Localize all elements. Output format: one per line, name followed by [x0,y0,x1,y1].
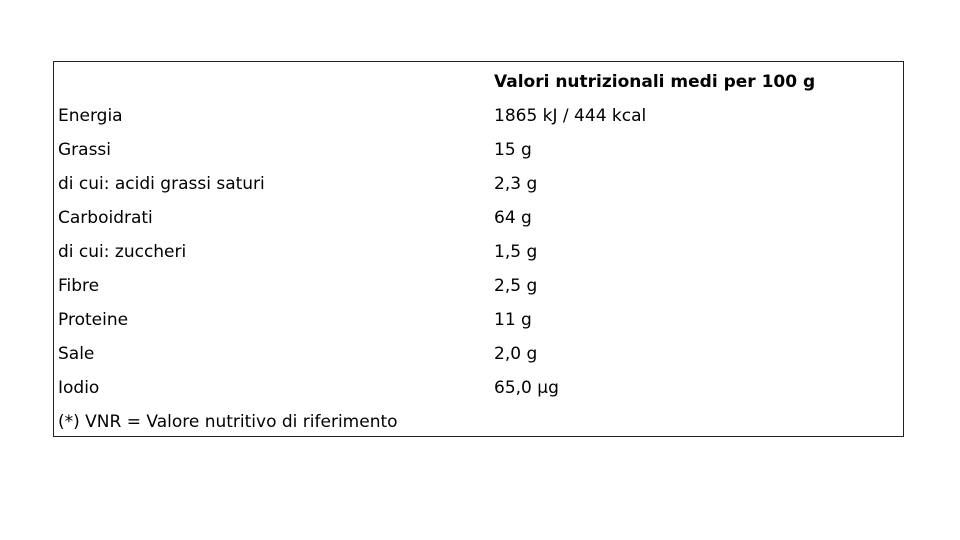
row-label: di cui: acidi grassi saturi [58,174,265,194]
row-label: Sale [58,344,95,364]
row-value: 65,0 µg [494,378,559,398]
table-row-iodio: Iodio 65,0 µg [54,371,903,405]
row-value: 2,0 g [494,344,538,364]
table-row-carboidrati: Carboidrati 64 g [54,201,903,235]
row-label: Proteine [58,310,129,330]
table-header-row: Valori nutrizionali medi per 100 g [54,65,903,99]
row-value: 2,3 g [494,174,538,194]
table-footnote: (*) VNR = Valore nutritivo di riferiment… [58,412,398,432]
table-header: Valori nutrizionali medi per 100 g [494,72,816,92]
row-label: Fibre [58,276,100,296]
row-value: 15 g [494,140,532,160]
row-value: 2,5 g [494,276,538,296]
nutrition-table: Valori nutrizionali medi per 100 g Energ… [53,61,904,437]
table-row-sale: Sale 2,0 g [54,337,903,371]
row-label: Iodio [58,378,100,398]
table-row-grassi: Grassi 15 g [54,133,903,167]
row-label: Grassi [58,140,112,160]
row-value: 64 g [494,208,532,228]
table-row-zuccheri: di cui: zuccheri 1,5 g [54,235,903,269]
table-footnote-row: (*) VNR = Valore nutritivo di riferiment… [54,405,903,439]
row-value: 1,5 g [494,242,538,262]
row-value: 11 g [494,310,532,330]
table-row-saturi: di cui: acidi grassi saturi 2,3 g [54,167,903,201]
row-value: 1865 kJ / 444 kcal [494,106,647,126]
row-label: Energia [58,106,123,126]
table-row-energia: Energia 1865 kJ / 444 kcal [54,99,903,133]
row-label: di cui: zuccheri [58,242,187,262]
row-label: Carboidrati [58,208,153,228]
table-row-fibre: Fibre 2,5 g [54,269,903,303]
table-row-proteine: Proteine 11 g [54,303,903,337]
